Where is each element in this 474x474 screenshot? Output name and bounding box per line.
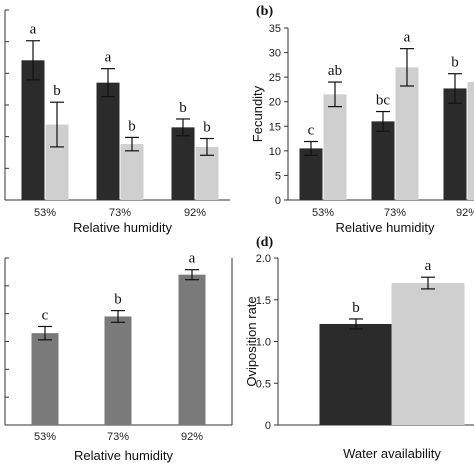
panel-b-y-tick-label: 25 — [269, 72, 281, 84]
panel-b-y-tick-label: 0 — [275, 195, 281, 207]
panel-d-y-tick-label: 1.0 — [256, 337, 271, 349]
panel-b-category-label: 53% — [312, 207, 334, 219]
panel-b-bar-s1-c2 — [467, 82, 474, 200]
panel-b-y-tick-label: 30 — [269, 48, 281, 60]
panel-d-significance-letter: a — [425, 258, 432, 274]
panel-a-significance-letter: b — [128, 118, 136, 134]
panel-a-significance-letter: a — [30, 22, 37, 38]
panel-c-bar-s0-c2 — [178, 274, 206, 425]
panel-c-x-axis-label: Relative humidity — [74, 448, 173, 463]
panel-a-significance-letter: b — [203, 120, 211, 136]
panel-a-bar-s1-c2 — [195, 146, 219, 200]
panel-c-bar-s0-c0 — [31, 333, 59, 425]
panel-b-significance-letter: b — [451, 55, 459, 71]
panel-a-bar-s0-c1 — [96, 82, 120, 200]
panel-b-bar-s0-c2 — [443, 88, 467, 200]
panel-b-y-tick-label: 5 — [275, 170, 281, 182]
panel-a-bar-s1-c0 — [45, 124, 69, 200]
panel-b-significance-letter: bc — [376, 93, 391, 109]
panel-d-bar-s0-c0 — [319, 323, 393, 425]
panel-a-bar-s0-c2 — [171, 127, 195, 200]
panel-d-y-axis-label: Oviposition rate — [244, 296, 259, 386]
panel-c-significance-letter: a — [189, 251, 196, 267]
panel-b-y-tick-label: 10 — [269, 146, 281, 158]
panel-d-y-tick-label: 0 — [265, 420, 271, 432]
panel-b-bar-s0-c0 — [299, 148, 323, 200]
panel-a-bar-s0-c0 — [21, 60, 45, 201]
panel-a-significance-letter: b — [179, 100, 187, 116]
panel-c-category-label: 92% — [181, 431, 203, 443]
panel-d-significance-letter: b — [352, 300, 360, 316]
panel-d-y-tick-label: 0.5 — [256, 378, 271, 390]
panel-c-significance-letter: b — [114, 292, 122, 308]
panel-b-y-tick-label: 35 — [269, 23, 281, 35]
panel-b-y-tick-label: 20 — [269, 97, 281, 109]
panel-a-category-label: 53% — [34, 207, 56, 219]
panel-a-significance-letter: a — [105, 50, 112, 66]
panel-d-y-tick-label: 2.0 — [256, 253, 271, 265]
panel-b-x-axis-label: Relative humidity — [336, 220, 435, 235]
panel-d-x-axis-label: Water availability — [343, 446, 441, 461]
panel-c-category-label: 53% — [34, 431, 56, 443]
panel-b-significance-letter: c — [308, 123, 315, 139]
panel-b-significance-letter: a — [404, 30, 411, 46]
panel-b-panel-label: (b) — [256, 4, 273, 19]
panel-d-bar-s1-c0 — [391, 283, 465, 425]
panel-b-bar-s1-c1 — [395, 67, 419, 200]
panel-d-panel-label: (d) — [256, 235, 273, 250]
panel-d-y-tick-label: 1.5 — [256, 295, 271, 307]
panel-a-category-label: 92% — [184, 207, 206, 219]
panel-b-bar-s1-c0 — [323, 94, 347, 200]
panel-c-bar-s0-c1 — [104, 316, 132, 425]
panel-b-y-tick-label: 15 — [269, 121, 281, 133]
panel-b-y-axis-label: Fecundity — [250, 85, 265, 142]
panel-a-x-axis-label: Relative humidity — [73, 220, 172, 235]
panel-a-category-label: 73% — [109, 207, 131, 219]
panel-b-category-label: 73% — [384, 207, 406, 219]
panel-c-category-label: 73% — [107, 431, 129, 443]
panel-c-significance-letter: c — [42, 307, 49, 323]
panel-a-significance-letter: b — [53, 83, 61, 99]
panel-a-bar-s1-c1 — [120, 144, 144, 200]
panel-b-bar-s0-c1 — [371, 121, 395, 200]
panel-b-significance-letter: ab — [328, 63, 342, 79]
panel-b-category-label: 92% — [456, 207, 474, 219]
